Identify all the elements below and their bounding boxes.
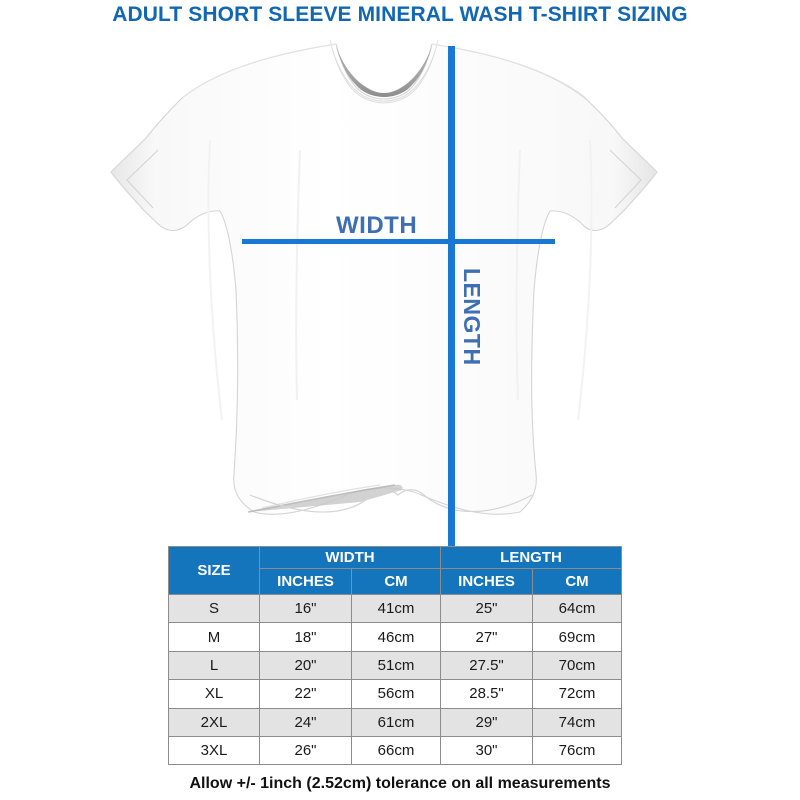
svg-text:LENGTH: LENGTH: [459, 268, 485, 366]
svg-text:WIDTH: WIDTH: [336, 212, 417, 239]
